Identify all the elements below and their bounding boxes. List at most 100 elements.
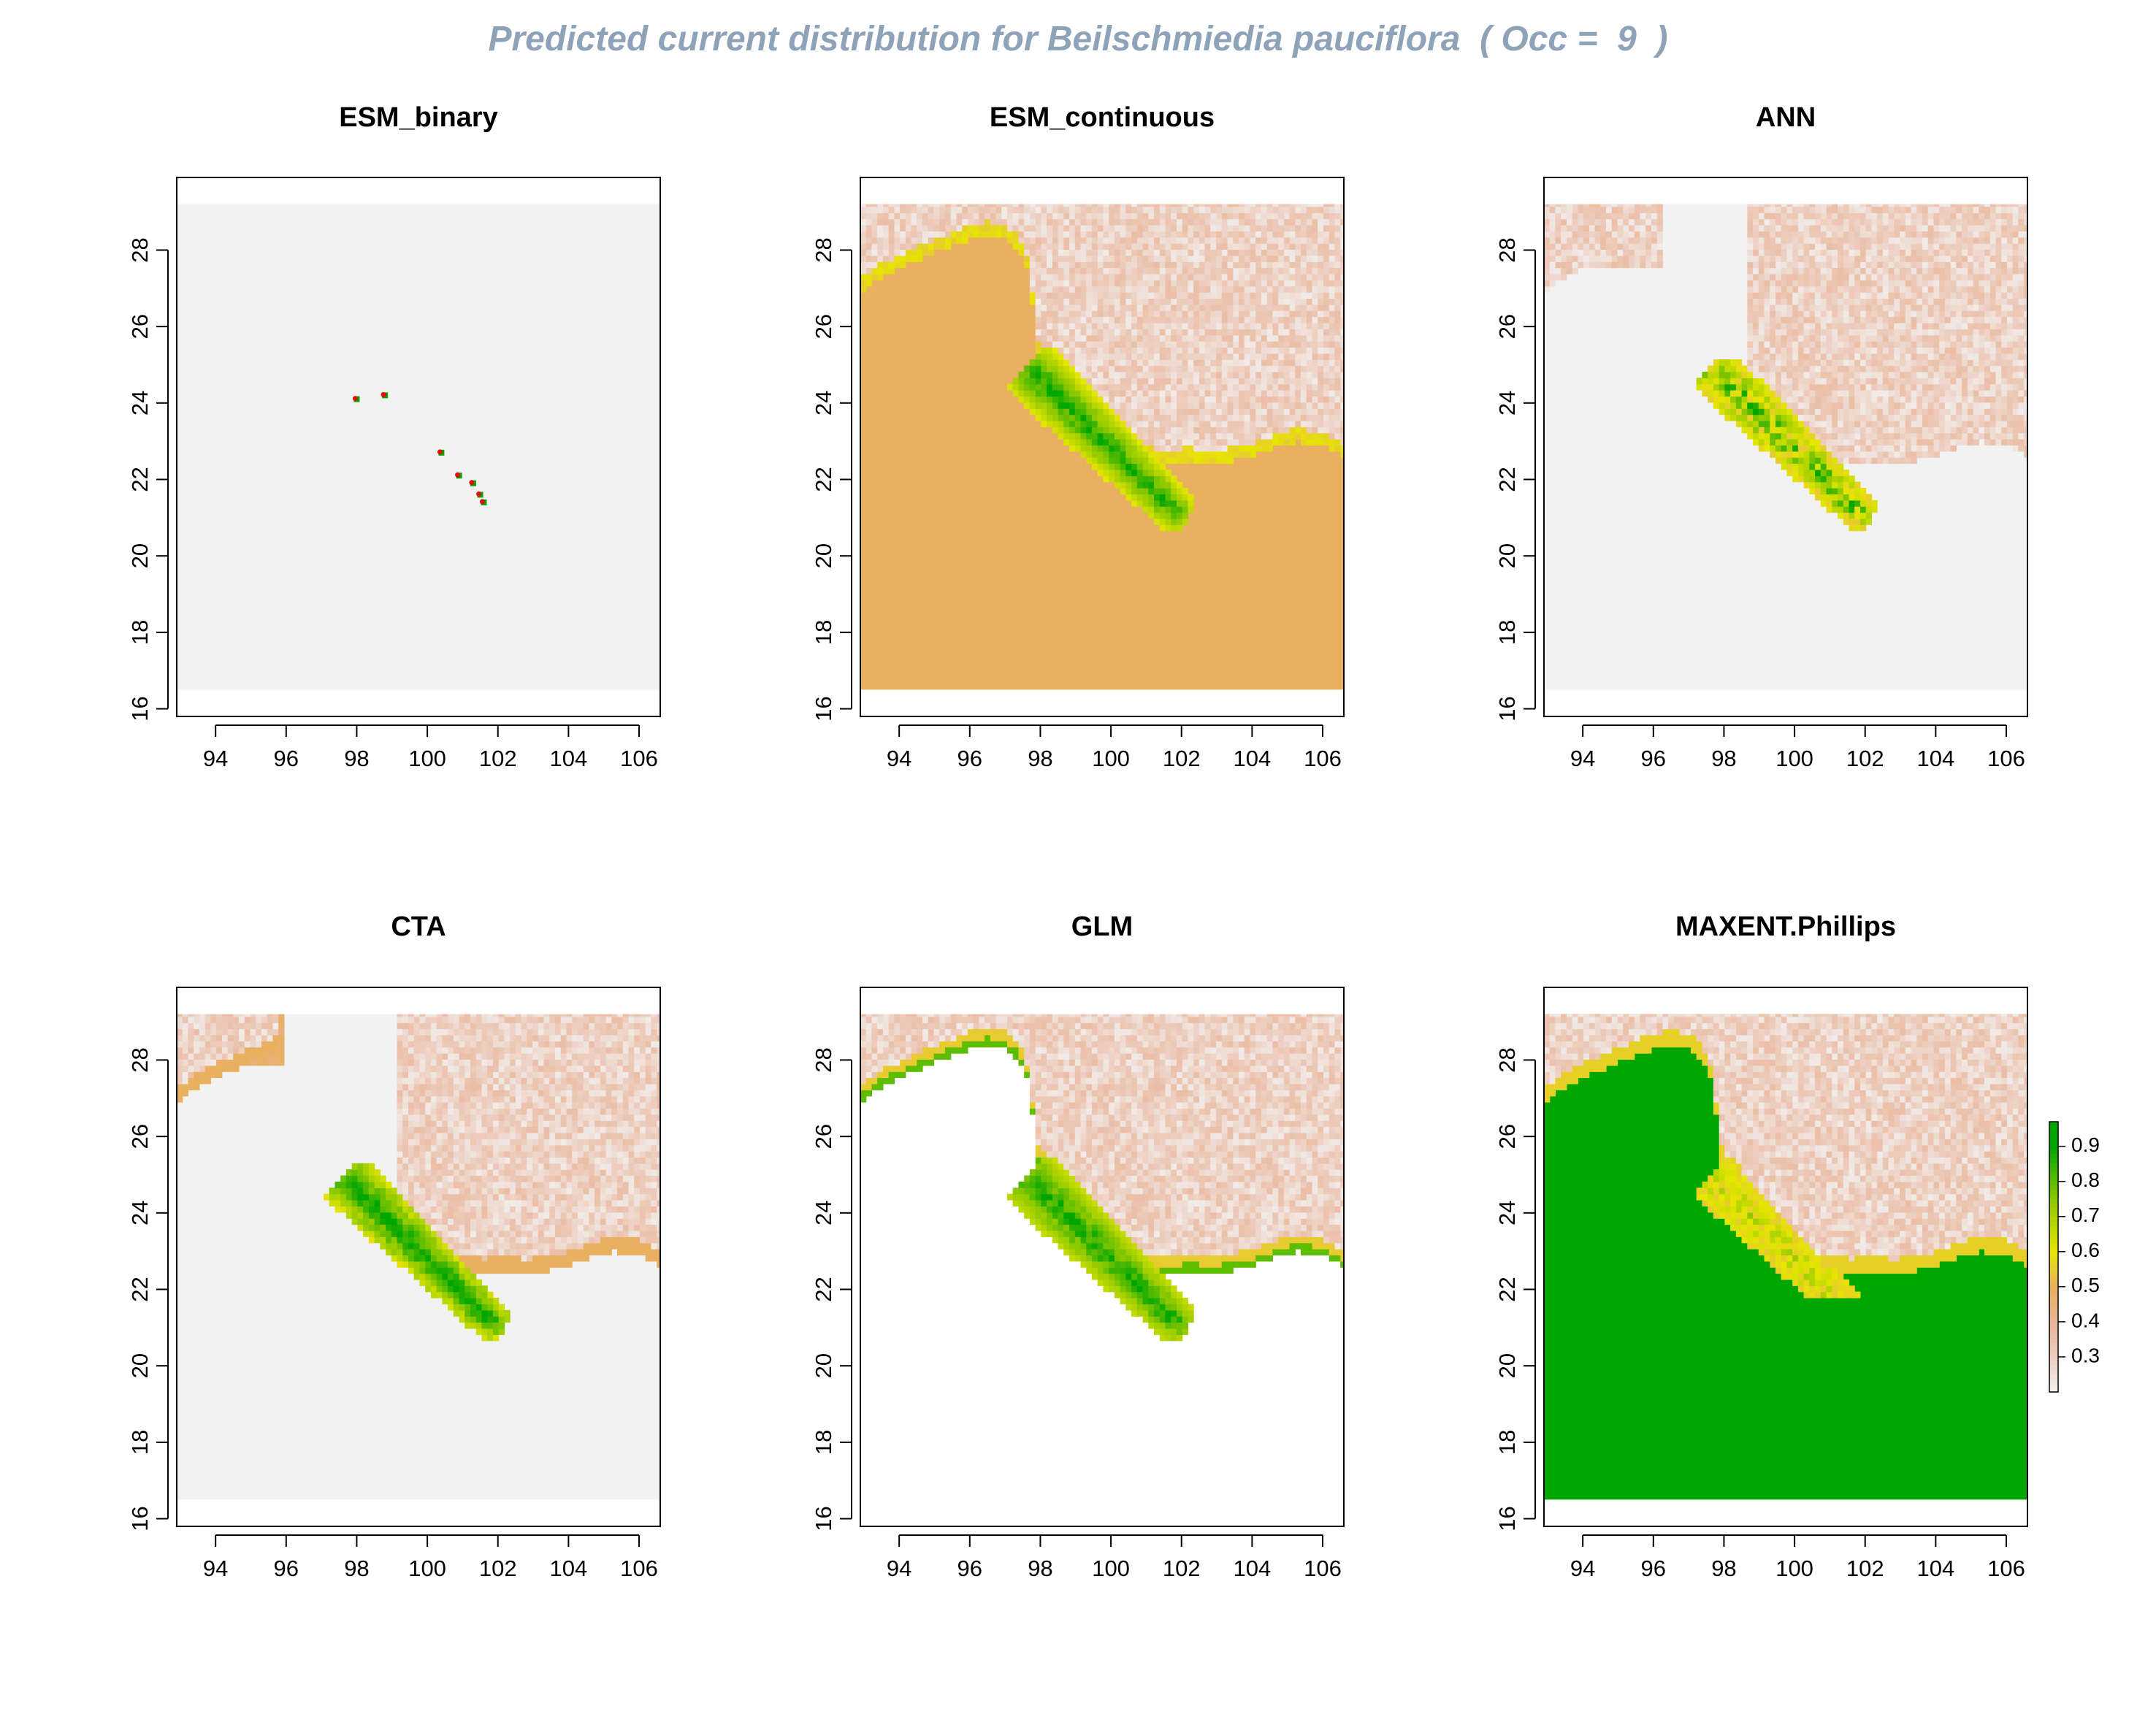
raster-cell bbox=[1142, 488, 1149, 494]
raster-cell bbox=[1142, 390, 1149, 397]
raster-cell bbox=[1323, 218, 1330, 226]
raster-cell bbox=[1775, 249, 1782, 256]
raster-cell bbox=[1047, 420, 1053, 427]
raster-cell bbox=[1922, 286, 1929, 293]
raster-cell bbox=[1266, 298, 1273, 305]
raster-cell bbox=[1927, 427, 1934, 434]
raster-cell bbox=[1956, 347, 1962, 354]
raster-cell bbox=[1182, 280, 1188, 287]
raster-cell bbox=[1007, 206, 1014, 213]
raster-cell bbox=[1786, 359, 1793, 367]
raster-cell bbox=[1239, 286, 1245, 293]
raster-cell bbox=[1770, 359, 1776, 367]
raster-cell bbox=[900, 261, 906, 269]
raster-cell bbox=[1944, 322, 1952, 329]
raster-cell bbox=[1266, 329, 1273, 336]
raster-cell bbox=[1843, 237, 1850, 244]
x-tick-label: 98 bbox=[344, 746, 369, 771]
raster-cell bbox=[1600, 261, 1607, 269]
raster-cell bbox=[1826, 481, 1832, 489]
raster-cell bbox=[1069, 224, 1076, 232]
raster-cell bbox=[995, 231, 1002, 238]
raster-cell bbox=[1566, 231, 1573, 238]
raster-cell bbox=[1244, 310, 1250, 318]
raster-cell bbox=[1109, 204, 1115, 207]
raster-cell bbox=[1301, 237, 1307, 244]
raster-cell bbox=[1159, 204, 1166, 207]
raster-cell bbox=[1120, 365, 1126, 372]
raster-cell bbox=[1781, 218, 1787, 226]
raster-cell bbox=[1109, 237, 1115, 244]
raster-cell bbox=[1888, 204, 1895, 207]
raster-cell bbox=[1097, 378, 1104, 385]
raster-cell bbox=[1177, 286, 1183, 293]
raster-cell bbox=[1193, 383, 1200, 391]
raster-cell bbox=[1882, 359, 1889, 367]
raster-cell bbox=[985, 204, 991, 207]
raster-cell bbox=[1233, 224, 1239, 232]
raster-cell bbox=[1781, 445, 1787, 452]
raster-cell bbox=[1956, 359, 1962, 367]
raster-cell bbox=[1340, 390, 1345, 397]
raster-cell bbox=[1792, 237, 1799, 244]
raster-cell bbox=[1177, 206, 1183, 213]
raster-cell bbox=[1758, 371, 1765, 378]
raster-cell bbox=[1239, 267, 1245, 275]
raster-cell bbox=[1786, 298, 1793, 305]
raster-cell bbox=[1035, 280, 1041, 287]
raster-cell bbox=[1103, 451, 1109, 458]
raster-cell bbox=[1708, 383, 1714, 391]
raster-cell bbox=[1753, 371, 1759, 378]
raster-cell bbox=[1142, 463, 1149, 470]
raster-cell bbox=[1097, 231, 1104, 238]
raster-cell bbox=[1944, 329, 1952, 336]
raster-cell bbox=[1753, 249, 1759, 256]
raster-cell bbox=[1775, 316, 1782, 324]
raster-cell bbox=[1854, 310, 1861, 318]
raster-cell bbox=[1177, 396, 1183, 403]
raster-cell bbox=[1074, 298, 1082, 305]
raster-cell bbox=[1786, 414, 1793, 421]
raster-cell bbox=[1933, 267, 1940, 275]
raster-cell bbox=[1905, 261, 1912, 269]
raster-cell bbox=[1233, 316, 1239, 324]
raster-cell bbox=[1854, 494, 1861, 501]
raster-cell bbox=[1074, 255, 1082, 262]
raster-cell bbox=[1221, 243, 1228, 250]
raster-cell bbox=[1159, 322, 1166, 329]
raster-cell bbox=[1047, 286, 1053, 293]
raster-cell bbox=[1589, 255, 1596, 262]
raster-cell bbox=[1199, 322, 1206, 329]
raster-cell bbox=[1854, 506, 1861, 513]
raster-cell bbox=[1900, 365, 1906, 372]
raster-cell bbox=[1939, 322, 1946, 329]
raster-cell bbox=[1301, 310, 1307, 318]
raster-cell bbox=[1063, 334, 1070, 342]
raster-cell bbox=[1171, 390, 1177, 397]
raster-cell bbox=[1052, 359, 1059, 367]
raster-cell bbox=[1911, 427, 1917, 434]
raster-cell bbox=[1216, 249, 1223, 256]
raster-cell bbox=[1092, 390, 1098, 397]
raster-cell bbox=[1792, 451, 1799, 458]
raster-cell bbox=[1295, 427, 1301, 434]
raster-cell bbox=[1730, 402, 1737, 409]
raster-cell bbox=[1770, 304, 1776, 311]
raster-cell bbox=[1634, 231, 1640, 238]
raster-cell bbox=[1832, 445, 1838, 452]
raster-cell bbox=[1148, 512, 1155, 519]
raster-cell bbox=[1227, 316, 1234, 324]
raster-cell bbox=[1843, 231, 1850, 238]
raster-cell bbox=[1956, 286, 1962, 293]
plot-frame bbox=[176, 177, 661, 717]
raster-cell bbox=[1578, 261, 1584, 269]
raster-cell bbox=[1549, 224, 1556, 232]
raster-cell bbox=[1058, 322, 1064, 329]
raster-cell bbox=[1041, 261, 1047, 269]
raster-cell bbox=[1283, 204, 1291, 207]
raster-cell bbox=[1239, 414, 1245, 421]
raster-cell bbox=[1770, 206, 1776, 213]
raster-cell bbox=[1809, 347, 1816, 354]
raster-cell bbox=[1148, 500, 1155, 507]
raster-cell bbox=[1911, 267, 1917, 275]
